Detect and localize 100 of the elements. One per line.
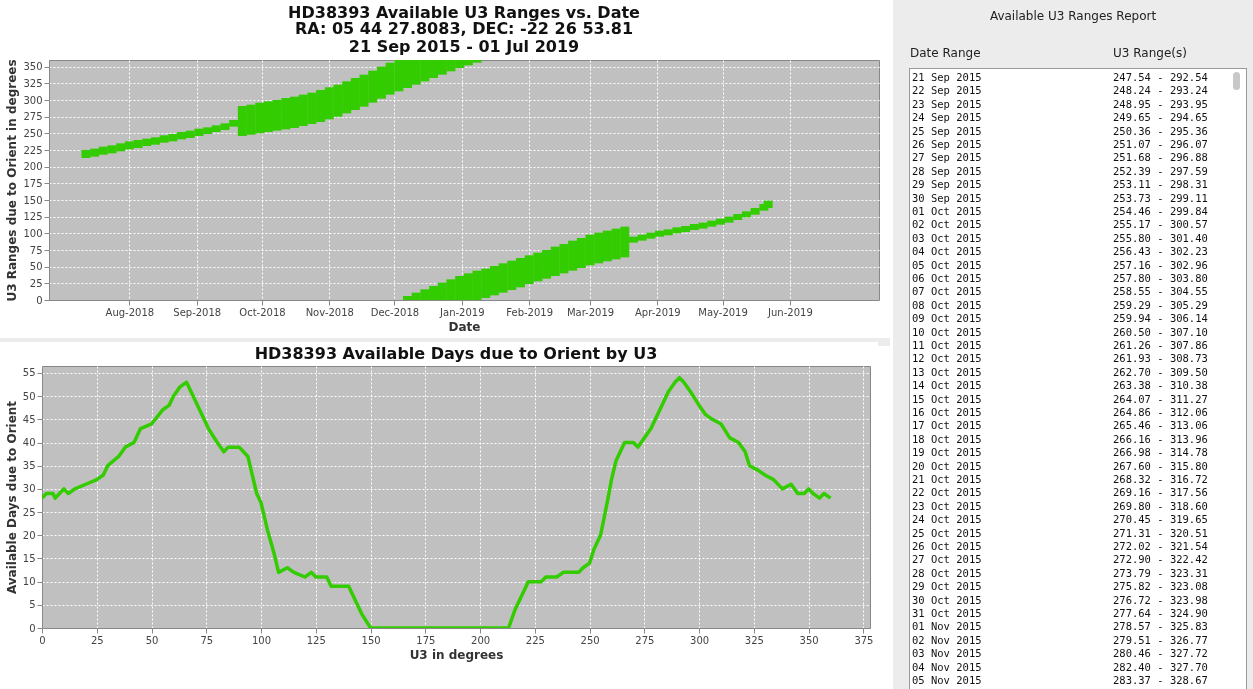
text: 257.80 - 303.80 bbox=[1113, 272, 1208, 285]
text: 251.07 - 296.07 bbox=[1113, 138, 1208, 151]
y-tick-label: 250 bbox=[23, 127, 43, 139]
text: 29 Oct 2015 bbox=[912, 580, 982, 594]
text: 247.54 - 292.54 bbox=[1113, 71, 1208, 84]
x-tick-label: 100 bbox=[252, 634, 272, 646]
text: 30 Sep 2015 bbox=[912, 191, 982, 205]
x-tick-label: 150 bbox=[361, 634, 381, 646]
y-tick-label: 20 bbox=[22, 529, 36, 541]
x-tick-label: Oct-2018 bbox=[239, 306, 286, 318]
text: 267.60 - 315.80 bbox=[1113, 459, 1208, 473]
text: 261.93 - 308.73 bbox=[1113, 352, 1208, 366]
y-tick-label: 15 bbox=[22, 552, 36, 564]
text: 251.68 - 296.88 bbox=[1113, 151, 1208, 165]
text: 02 Oct 2015 bbox=[912, 218, 982, 232]
text: 262.70 - 309.50 bbox=[1113, 365, 1208, 379]
x-tick-label: May-2019 bbox=[698, 306, 748, 318]
text: 280.46 - 327.72 bbox=[1113, 647, 1208, 661]
text: 271.31 - 320.51 bbox=[1113, 526, 1208, 540]
text: 255.80 - 301.40 bbox=[1113, 231, 1208, 245]
y-tick-label: 40 bbox=[22, 437, 36, 449]
chart-title: HD38393 Available U3 Ranges vs. Date bbox=[288, 2, 641, 22]
text: 250.36 - 295.36 bbox=[1113, 124, 1208, 138]
text: 21 Oct 2015 bbox=[912, 473, 982, 486]
y-tick-label: 325 bbox=[23, 77, 43, 89]
y-axis-title: U3 Ranges due to Orient in degrees bbox=[5, 59, 20, 302]
text: 12 Oct 2015 bbox=[912, 352, 982, 366]
text: 279.51 - 326.77 bbox=[1113, 633, 1208, 647]
text: 19 Oct 2015 bbox=[912, 446, 982, 460]
text: 02 Nov 2015 bbox=[912, 633, 982, 647]
text: 22 Oct 2015 bbox=[912, 486, 982, 500]
text: 31 Oct 2015 bbox=[912, 607, 982, 620]
x-tick-label: Feb-2019 bbox=[506, 306, 554, 318]
text: 23 Oct 2015 bbox=[912, 499, 982, 513]
y-tick-label: 10 bbox=[22, 576, 36, 588]
x-axis-title: Date bbox=[448, 319, 481, 334]
text: U3 Range(s) bbox=[1113, 46, 1187, 60]
text: 21 Sep 2015 bbox=[912, 71, 982, 84]
text: 261.26 - 307.86 bbox=[1113, 339, 1208, 352]
text: Available U3 Ranges Report bbox=[988, 9, 1158, 23]
y-tick-label: 150 bbox=[23, 194, 43, 206]
text: 248.95 - 293.95 bbox=[1113, 97, 1208, 111]
y-tick-label: 35 bbox=[22, 460, 36, 472]
text: 268.32 - 316.72 bbox=[1113, 473, 1208, 486]
text: 24 Sep 2015 bbox=[912, 111, 982, 125]
text: 265.46 - 313.06 bbox=[1113, 419, 1208, 433]
x-tick-label: 250 bbox=[580, 634, 600, 646]
text: 10 Oct 2015 bbox=[912, 325, 982, 339]
text: 20 Oct 2015 bbox=[912, 459, 982, 473]
text: 253.11 - 298.31 bbox=[1113, 178, 1208, 192]
text: 253.73 - 299.11 bbox=[1113, 191, 1208, 205]
text: 05 Nov 2015 bbox=[912, 674, 982, 687]
text: 15 Oct 2015 bbox=[912, 392, 982, 406]
text: 264.86 - 312.06 bbox=[1113, 406, 1208, 419]
x-tick-label: Nov-2018 bbox=[305, 306, 354, 318]
text: 269.80 - 318.60 bbox=[1113, 499, 1208, 513]
text: 254.46 - 299.84 bbox=[1113, 205, 1208, 218]
y-tick-label: 45 bbox=[22, 413, 36, 425]
x-tick-label: Sep-2018 bbox=[173, 306, 222, 318]
text: 264.07 - 311.27 bbox=[1113, 392, 1208, 406]
text: 25 Oct 2015 bbox=[912, 526, 982, 540]
y-tick-label: 275 bbox=[23, 111, 43, 123]
text: 256.43 - 302.23 bbox=[1113, 245, 1208, 259]
x-axis-title: U3 in degrees bbox=[409, 647, 504, 662]
text: 22 Sep 2015 bbox=[912, 84, 982, 98]
y-tick-label: 75 bbox=[29, 244, 43, 256]
text: 270.45 - 319.65 bbox=[1113, 513, 1208, 527]
text: 259.94 - 306.14 bbox=[1113, 312, 1208, 326]
text: 01 Oct 2015 bbox=[912, 205, 982, 218]
text: 259.29 - 305.29 bbox=[1113, 298, 1208, 312]
text: 27 Sep 2015 bbox=[912, 151, 982, 165]
text: 266.16 - 313.96 bbox=[1113, 432, 1208, 446]
text: 25 Sep 2015 bbox=[912, 124, 982, 138]
x-tick-label: 275 bbox=[635, 634, 655, 646]
text: 17 Oct 2015 bbox=[912, 419, 982, 433]
y-tick-label: 175 bbox=[23, 177, 43, 189]
text: Date Range bbox=[910, 46, 981, 60]
x-tick-label: 300 bbox=[690, 634, 710, 646]
text: 282.40 - 327.70 bbox=[1113, 660, 1208, 674]
text: 269.16 - 317.56 bbox=[1113, 486, 1208, 500]
text: 08 Oct 2015 bbox=[912, 298, 982, 312]
text: 01 Nov 2015 bbox=[912, 620, 982, 634]
text: 30 Oct 2015 bbox=[912, 593, 982, 607]
x-tick-label: Dec-2018 bbox=[370, 306, 420, 318]
text: 272.90 - 322.42 bbox=[1113, 553, 1208, 567]
text: 09 Oct 2015 bbox=[912, 312, 982, 326]
y-tick-label: 350 bbox=[23, 61, 43, 73]
text: 252.39 - 297.59 bbox=[1113, 164, 1208, 178]
x-tick-label: 75 bbox=[200, 634, 214, 646]
text: 28 Sep 2015 bbox=[912, 164, 982, 178]
bar bbox=[763, 200, 773, 208]
text: 18 Oct 2015 bbox=[912, 432, 982, 446]
y-tick-label: 30 bbox=[22, 483, 36, 495]
y-tick-label: 55 bbox=[22, 367, 36, 379]
text: 255.17 - 300.57 bbox=[1113, 218, 1208, 232]
y-tick-label: 50 bbox=[29, 261, 43, 273]
text: 16 Oct 2015 bbox=[912, 406, 982, 419]
y-tick-label: 25 bbox=[22, 506, 36, 518]
text: 05 Oct 2015 bbox=[912, 258, 982, 272]
text: 266.98 - 314.78 bbox=[1113, 446, 1208, 460]
